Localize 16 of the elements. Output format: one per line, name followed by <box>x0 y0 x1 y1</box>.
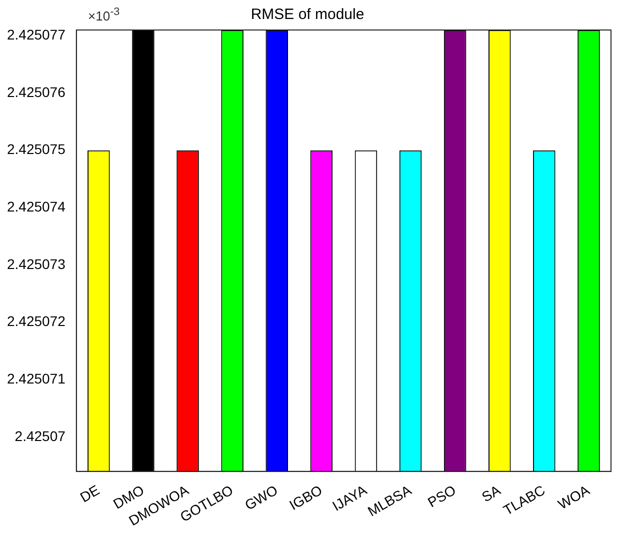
y-tick-label: 2.425076 <box>6 84 66 100</box>
y-tick-label: 2.425074 <box>6 198 66 215</box>
x-tick-label: GWO <box>242 482 280 514</box>
text: ×10$^{-3}$ <box>88 6 120 24</box>
y-tick-label: 2.42507 <box>14 428 66 444</box>
y-tick-label: 2.425072 <box>6 313 66 330</box>
y-tick-label: 2.425075 <box>6 141 66 158</box>
x-tick-label: IGBO <box>286 482 325 514</box>
y-tick-label: 2.425077 <box>6 26 66 43</box>
y-tick-label: 2.425073 <box>6 256 66 272</box>
x-tick-label: PSO <box>424 482 459 510</box>
x-tick-label: DE <box>77 482 102 506</box>
x-tick-label: SA <box>478 481 504 505</box>
chart-title: RMSE of module <box>250 6 364 24</box>
x-tick-label: WOA <box>555 481 593 512</box>
y-tick-label: 2.425071 <box>6 370 66 387</box>
